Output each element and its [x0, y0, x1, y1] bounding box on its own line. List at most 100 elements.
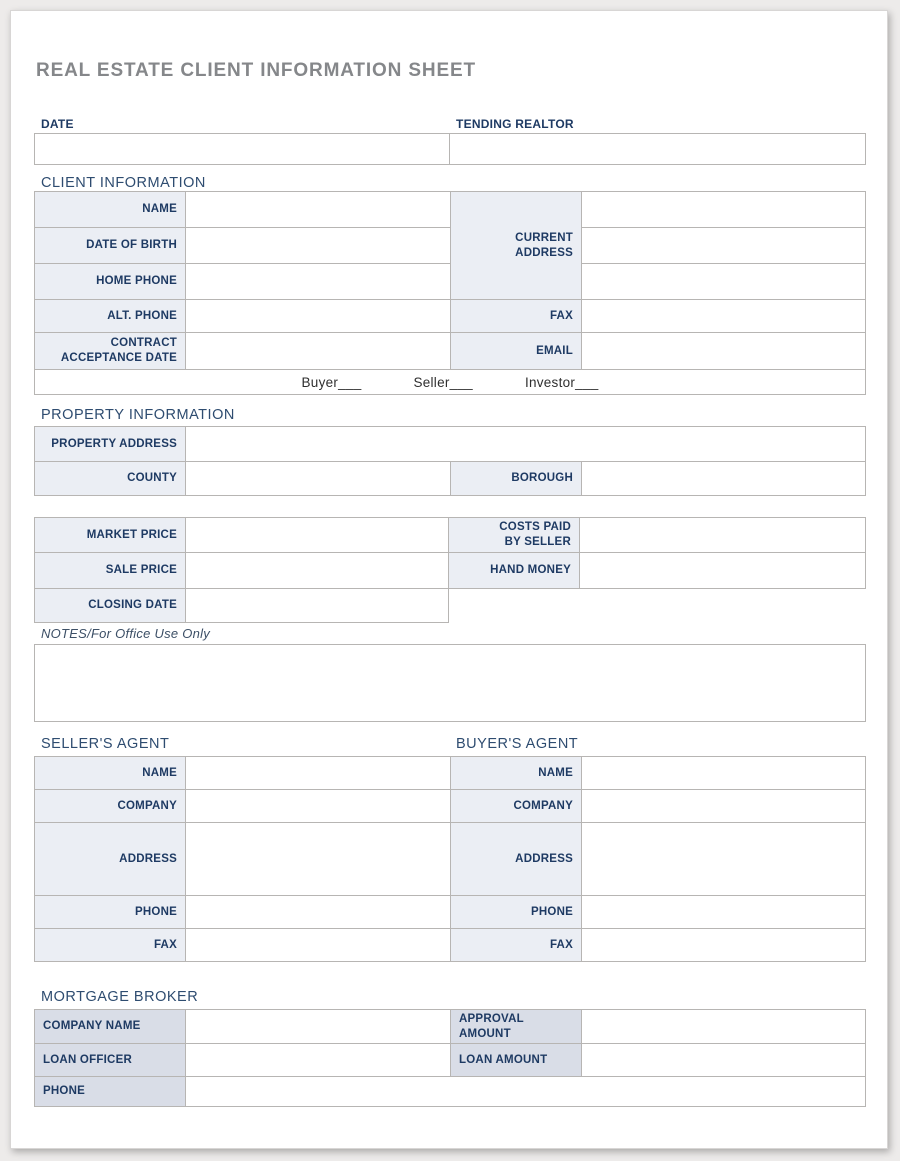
client-dob-cell — [186, 228, 450, 263]
client-email-input[interactable] — [582, 333, 865, 369]
date-label: DATE — [41, 117, 74, 131]
seller-agent-phone-input[interactable] — [186, 896, 450, 928]
mortgage-broker-heading: MORTGAGE BROKER — [41, 989, 199, 1005]
client-current-address-label: CURRENT ADDRESS — [451, 192, 581, 299]
client-alt-phone-input[interactable] — [186, 300, 450, 332]
client-home-phone-cell — [186, 264, 450, 299]
client-name-cell — [186, 192, 450, 227]
hand-money-input[interactable] — [580, 553, 865, 588]
property-address-input[interactable] — [186, 427, 865, 461]
notes-box — [34, 644, 866, 722]
tending-realtor-field-cell — [450, 134, 865, 164]
client-address-line2-input[interactable] — [582, 228, 865, 263]
seller-agent-company-input[interactable] — [186, 790, 450, 822]
date-field-cell — [35, 134, 449, 164]
buyer-agent-phone-label: PHONE — [451, 896, 581, 928]
client-contract-acceptance-date-cell — [186, 333, 450, 369]
client-dob-input[interactable] — [186, 228, 450, 263]
client-fax-input[interactable] — [582, 300, 865, 332]
tending-realtor-label: TENDING REALTOR — [456, 117, 574, 131]
seller-agent-address-input[interactable] — [186, 823, 450, 895]
client-alt-phone-cell — [186, 300, 450, 332]
client-information-table: NAME CURRENT ADDRESS DATE OF BIRTH HOME … — [34, 191, 866, 395]
buyer-agent-company-input[interactable] — [582, 790, 865, 822]
client-contract-acceptance-date-label: CONTRACT ACCEPTANCE DATE — [35, 333, 185, 369]
buyer-agent-name-input[interactable] — [582, 757, 865, 789]
closing-date-input[interactable] — [186, 589, 448, 622]
client-name-input[interactable] — [186, 192, 450, 227]
buyer-agent-fax-label: FAX — [451, 929, 581, 961]
property-address-label: PROPERTY ADDRESS — [35, 427, 185, 461]
date-input[interactable] — [35, 134, 449, 164]
mortgage-phone-label: PHONE — [35, 1077, 185, 1106]
costs-paid-by-seller-label: COSTS PAID BY SELLER — [449, 518, 579, 552]
loan-amount-input[interactable] — [582, 1044, 865, 1076]
borough-cell — [582, 462, 865, 495]
buyer-agent-phone-cell — [582, 896, 865, 928]
market-price-cell — [186, 518, 448, 552]
loan-officer-label: LOAN OFFICER — [35, 1044, 185, 1076]
seller-agent-address-cell — [186, 823, 450, 895]
buyer-agent-phone-input[interactable] — [582, 896, 865, 928]
hand-money-cell — [580, 553, 865, 588]
buyer-agent-company-cell — [582, 790, 865, 822]
sale-price-cell — [186, 553, 448, 588]
hand-money-label: HAND MONEY — [449, 553, 579, 588]
seller-agent-address-label: ADDRESS — [35, 823, 185, 895]
notes-input[interactable] — [35, 645, 865, 721]
closing-date-label: CLOSING DATE — [35, 589, 185, 622]
market-price-label: MARKET PRICE — [35, 518, 185, 552]
date-realtor-row — [34, 133, 866, 165]
buyer-agent-address-input[interactable] — [582, 823, 865, 895]
borough-input[interactable] — [582, 462, 865, 495]
client-name-label: NAME — [35, 192, 185, 227]
seller-agent-fax-input[interactable] — [186, 929, 450, 961]
buyer-agent-address-cell — [582, 823, 865, 895]
notes-heading: NOTES/For Office Use Only — [41, 626, 211, 641]
seller-option[interactable]: Seller___ — [413, 374, 473, 390]
client-role-row: Buyer___ Seller___ Investor___ — [35, 370, 865, 394]
page-title: REAL ESTATE CLIENT INFORMATION SHEET — [36, 60, 476, 81]
seller-agent-fax-label: FAX — [35, 929, 185, 961]
seller-agent-phone-label: PHONE — [35, 896, 185, 928]
loan-officer-input[interactable] — [186, 1044, 450, 1076]
client-home-phone-input[interactable] — [186, 264, 450, 299]
client-contract-acceptance-date-input[interactable] — [186, 333, 450, 369]
county-input[interactable] — [186, 462, 450, 495]
sellers-agent-heading: SELLER'S AGENT — [41, 736, 170, 752]
mortgage-company-name-input[interactable] — [186, 1010, 450, 1043]
client-alt-phone-label: ALT. PHONE — [35, 300, 185, 332]
approval-amount-input[interactable] — [582, 1010, 865, 1043]
market-price-input[interactable] — [186, 518, 448, 552]
sale-price-input[interactable] — [186, 553, 448, 588]
property-information-heading: PROPERTY INFORMATION — [41, 407, 235, 423]
client-fax-label: FAX — [451, 300, 581, 332]
seller-agent-name-label: NAME — [35, 757, 185, 789]
loan-amount-label: LOAN AMOUNT — [451, 1044, 581, 1076]
loan-officer-cell — [186, 1044, 450, 1076]
mortgage-broker-table: COMPANY NAME APPROVAL AMOUNT LOAN OFFICE… — [34, 1009, 866, 1107]
costs-paid-by-seller-input[interactable] — [580, 518, 865, 552]
tending-realtor-input[interactable] — [450, 134, 865, 164]
document-page: REAL ESTATE CLIENT INFORMATION SHEET DAT… — [10, 10, 888, 1149]
closing-date-cell — [186, 589, 448, 622]
client-home-phone-label: HOME PHONE — [35, 264, 185, 299]
client-address-line1-input[interactable] — [582, 192, 865, 227]
investor-option[interactable]: Investor___ — [524, 374, 599, 390]
seller-agent-name-input[interactable] — [186, 757, 450, 789]
mortgage-company-name-cell — [186, 1010, 450, 1043]
costs-paid-by-seller-cell — [580, 518, 865, 552]
buyer-agent-fax-input[interactable] — [582, 929, 865, 961]
mortgage-company-name-label: COMPANY NAME — [35, 1010, 185, 1043]
approval-amount-label: APPROVAL AMOUNT — [451, 1010, 581, 1043]
sale-price-label: SALE PRICE — [35, 553, 185, 588]
client-email-cell — [582, 333, 865, 369]
client-email-label: EMAIL — [451, 333, 581, 369]
mortgage-phone-input[interactable] — [186, 1077, 865, 1106]
seller-agent-company-cell — [186, 790, 450, 822]
seller-agent-company-label: COMPANY — [35, 790, 185, 822]
county-label: COUNTY — [35, 462, 185, 495]
client-address-line3-input[interactable] — [582, 264, 865, 299]
buyers-agent-heading: BUYER'S AGENT — [456, 736, 579, 752]
buyer-option[interactable]: Buyer___ — [301, 374, 362, 390]
